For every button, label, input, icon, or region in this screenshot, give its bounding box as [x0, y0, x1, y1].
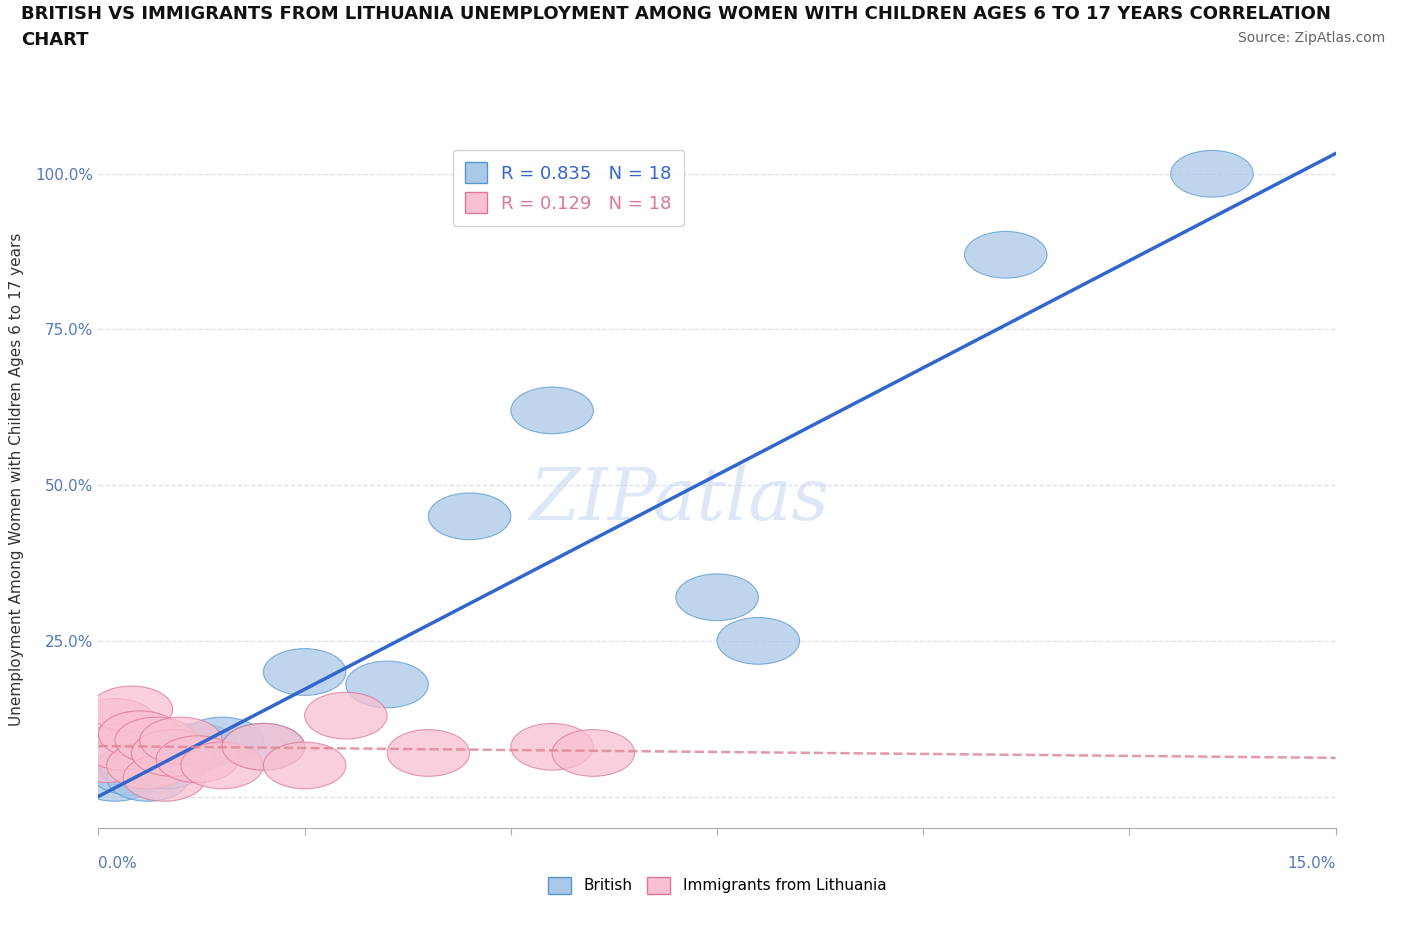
- Ellipse shape: [510, 724, 593, 770]
- Y-axis label: Unemployment Among Women with Children Ages 6 to 17 years: Unemployment Among Women with Children A…: [10, 232, 24, 725]
- Ellipse shape: [429, 493, 510, 539]
- Ellipse shape: [156, 736, 239, 782]
- Ellipse shape: [263, 742, 346, 789]
- Ellipse shape: [66, 736, 148, 782]
- Ellipse shape: [181, 717, 263, 764]
- Ellipse shape: [510, 387, 593, 433]
- Ellipse shape: [717, 618, 800, 664]
- Ellipse shape: [965, 232, 1047, 278]
- Ellipse shape: [305, 692, 387, 739]
- Ellipse shape: [115, 736, 197, 782]
- Text: 15.0%: 15.0%: [1288, 856, 1336, 870]
- Ellipse shape: [115, 717, 197, 764]
- Ellipse shape: [139, 717, 222, 764]
- Text: BRITISH VS IMMIGRANTS FROM LITHUANIA UNEMPLOYMENT AMONG WOMEN WITH CHILDREN AGES: BRITISH VS IMMIGRANTS FROM LITHUANIA UNE…: [21, 5, 1331, 22]
- Ellipse shape: [553, 730, 634, 777]
- Ellipse shape: [73, 698, 156, 745]
- Ellipse shape: [139, 730, 222, 777]
- Ellipse shape: [263, 648, 346, 696]
- Ellipse shape: [82, 724, 165, 770]
- Ellipse shape: [98, 742, 181, 789]
- Ellipse shape: [124, 754, 205, 802]
- Text: 0.0%: 0.0%: [98, 856, 138, 870]
- Ellipse shape: [222, 724, 305, 770]
- Ellipse shape: [676, 574, 758, 620]
- Ellipse shape: [181, 742, 263, 789]
- Text: ZIPatlas: ZIPatlas: [530, 465, 830, 535]
- Ellipse shape: [1171, 151, 1253, 197]
- Ellipse shape: [107, 742, 190, 789]
- Text: Source: ZipAtlas.com: Source: ZipAtlas.com: [1237, 31, 1385, 45]
- Legend: British, Immigrants from Lithuania: British, Immigrants from Lithuania: [541, 870, 893, 900]
- Ellipse shape: [73, 754, 156, 802]
- Ellipse shape: [222, 724, 305, 770]
- Ellipse shape: [387, 730, 470, 777]
- Ellipse shape: [90, 686, 173, 733]
- Ellipse shape: [346, 661, 429, 708]
- Ellipse shape: [107, 754, 190, 802]
- Ellipse shape: [156, 724, 239, 770]
- Ellipse shape: [90, 749, 173, 795]
- Ellipse shape: [124, 742, 205, 789]
- Ellipse shape: [131, 730, 214, 777]
- Ellipse shape: [98, 711, 181, 758]
- Text: CHART: CHART: [21, 31, 89, 48]
